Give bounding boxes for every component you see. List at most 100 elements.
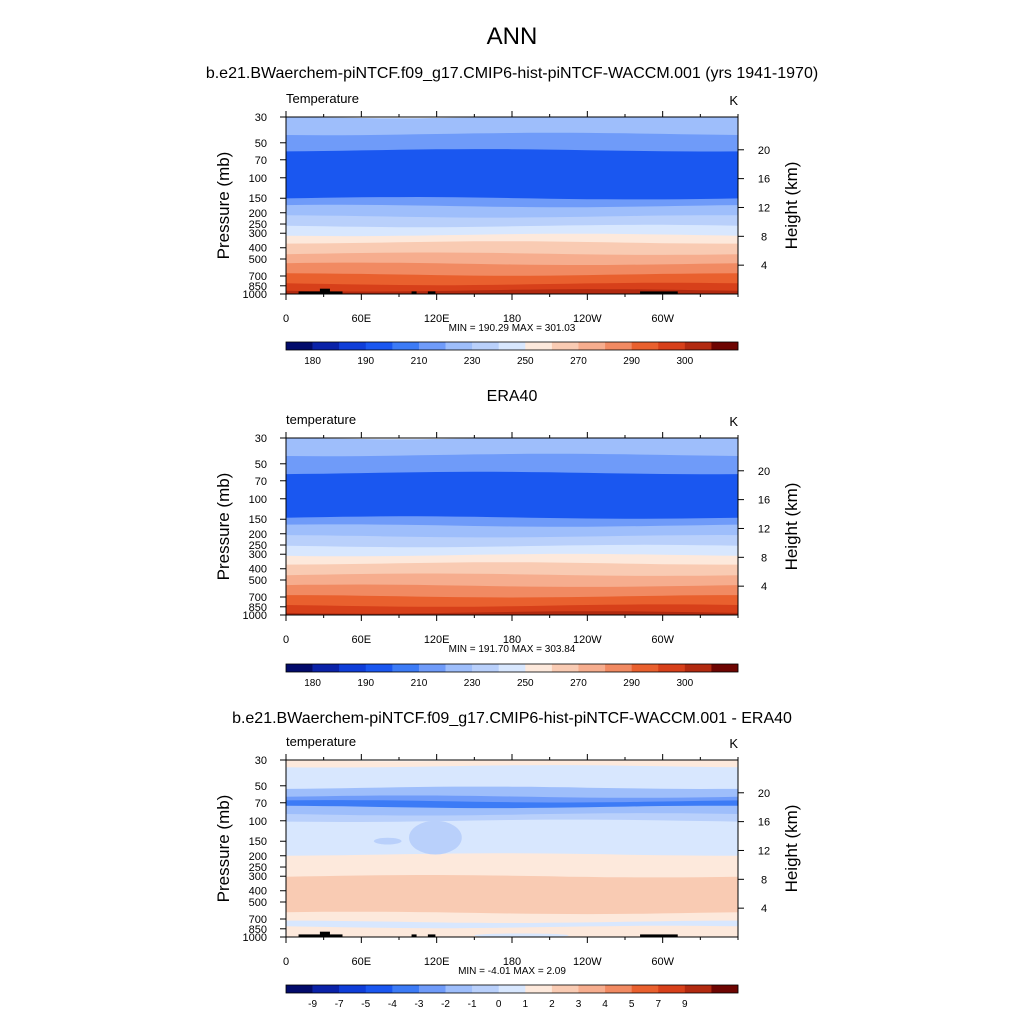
colorbar-label: 180 (304, 356, 321, 367)
y-axis-right-label: Height (km) (782, 805, 801, 893)
y-tick-label: 500 (249, 254, 267, 266)
colorbar-swatch (445, 985, 473, 993)
colorbar-swatch (286, 985, 313, 993)
colorbar-label: 300 (676, 678, 693, 689)
colorbar-swatch (578, 664, 606, 672)
y-tick-label: 300 (249, 871, 267, 883)
colorbar-swatch (445, 342, 473, 350)
colorbar-swatch (365, 664, 393, 672)
x-tick-label: 120W (573, 956, 602, 968)
colorbar-swatch (711, 664, 739, 672)
x-tick-label: 120E (424, 313, 450, 325)
y-tick-label: 1000 (243, 932, 267, 944)
colorbar-label: -7 (335, 999, 344, 1010)
x-tick-label: 60E (352, 634, 372, 646)
contour-band (286, 920, 738, 930)
contour-band (286, 573, 738, 588)
y-right-tick-label: 4 (761, 260, 767, 272)
units-label: K (729, 736, 738, 751)
colorbar-swatch (339, 985, 367, 993)
colorbar-label: -4 (388, 999, 397, 1010)
y-right-tick-label: 20 (758, 466, 770, 478)
colorbar-frame (285, 341, 739, 351)
colorbar-swatch (339, 664, 367, 672)
terrain-mask (427, 934, 436, 937)
x-tick-label: 60E (352, 313, 372, 325)
terrain-mask (319, 931, 330, 937)
x-tick-label: 180 (503, 313, 521, 325)
colorbar-label: 210 (411, 356, 428, 367)
colorbar: 180 190 210 230 250 270 290 300 (285, 341, 739, 367)
x-tick-label: 120W (573, 313, 602, 325)
y-tick-label: 300 (249, 228, 267, 240)
colorbar-swatch (498, 985, 526, 993)
colorbar-label: 190 (357, 678, 374, 689)
stats-label: MIN = -4.01 MAX = 2.09 (458, 966, 566, 977)
y-tick-label: 850 (249, 602, 267, 614)
y-tick-label: 200 (249, 851, 267, 863)
x-tick-label: 60W (651, 634, 674, 646)
contour-band (286, 875, 738, 916)
y-tick-label: 1000 (243, 610, 267, 622)
colorbar-swatch (684, 985, 712, 993)
x-tick-label: 180 (503, 956, 521, 968)
colorbar-label: 250 (517, 678, 534, 689)
colorbar-swatch (472, 985, 500, 993)
colorbar-swatch (498, 664, 526, 672)
stats-label: MIN = 190.29 MAX = 301.03 (449, 323, 576, 334)
y-right-tick-label: 16 (758, 495, 770, 507)
colorbar-label: 0 (496, 999, 502, 1010)
colorbar-swatch (525, 985, 553, 993)
colorbar-swatch (392, 985, 420, 993)
y-tick-label: 300 (249, 549, 267, 561)
colorbar-swatch (711, 985, 739, 993)
colorbar-swatch (445, 664, 473, 672)
terrain-mask (640, 291, 678, 294)
y-tick-label: 150 (249, 514, 267, 526)
contour-patch (474, 933, 569, 937)
contour-band (286, 553, 738, 566)
colorbar-swatch (525, 664, 553, 672)
contour-band (286, 853, 738, 879)
colorbar-label: 5 (629, 999, 635, 1010)
y-tick-label: 700 (249, 914, 267, 926)
colorbar-label: 210 (411, 678, 428, 689)
y-right-tick-label: 16 (758, 174, 770, 186)
contour-patch (373, 837, 402, 845)
colorbar-swatch (605, 985, 632, 993)
colorbar-swatch (578, 342, 606, 350)
colorbar-label: 290 (623, 678, 640, 689)
colorbar-swatch (711, 342, 739, 350)
y-right-tick-label: 8 (761, 552, 767, 564)
y-tick-label: 30 (255, 433, 267, 445)
y-right-tick-label: 8 (761, 231, 767, 243)
x-tick-label: 0 (283, 956, 289, 968)
y-right-tick-label: 20 (758, 145, 770, 157)
y-axis-label: Pressure (mb) (214, 152, 233, 260)
panel-title: b.e21.BWaerchem-piNTCF.f09_g17.CMIP6-his… (206, 65, 818, 82)
y-tick-label: 100 (249, 173, 267, 185)
contour-band (286, 453, 738, 476)
contour-band (286, 471, 738, 520)
contour-band (286, 438, 738, 458)
y-tick-label: 70 (255, 798, 267, 810)
contour-field (286, 117, 738, 294)
y-axis-label: Pressure (mb) (214, 795, 233, 903)
x-tick-label: 180 (503, 634, 521, 646)
colorbar-label: 180 (304, 678, 321, 689)
colorbar-label: 250 (517, 356, 534, 367)
y-axis-right-label: Height (km) (782, 483, 801, 571)
colorbar-label: -3 (414, 999, 423, 1010)
y-tick-label: 70 (255, 476, 267, 488)
colorbar-label: 190 (357, 356, 374, 367)
colorbar-label: -9 (308, 999, 317, 1010)
terrain-mask (411, 934, 417, 937)
colorbar-label: -1 (468, 999, 477, 1010)
contour-band (286, 819, 738, 857)
contour-band (286, 562, 738, 577)
colorbar-swatch (551, 664, 579, 672)
colorbar-swatch (631, 664, 659, 672)
x-tick-label: 120W (573, 634, 602, 646)
contour-band (286, 911, 738, 924)
colorbar-swatch (658, 985, 686, 993)
